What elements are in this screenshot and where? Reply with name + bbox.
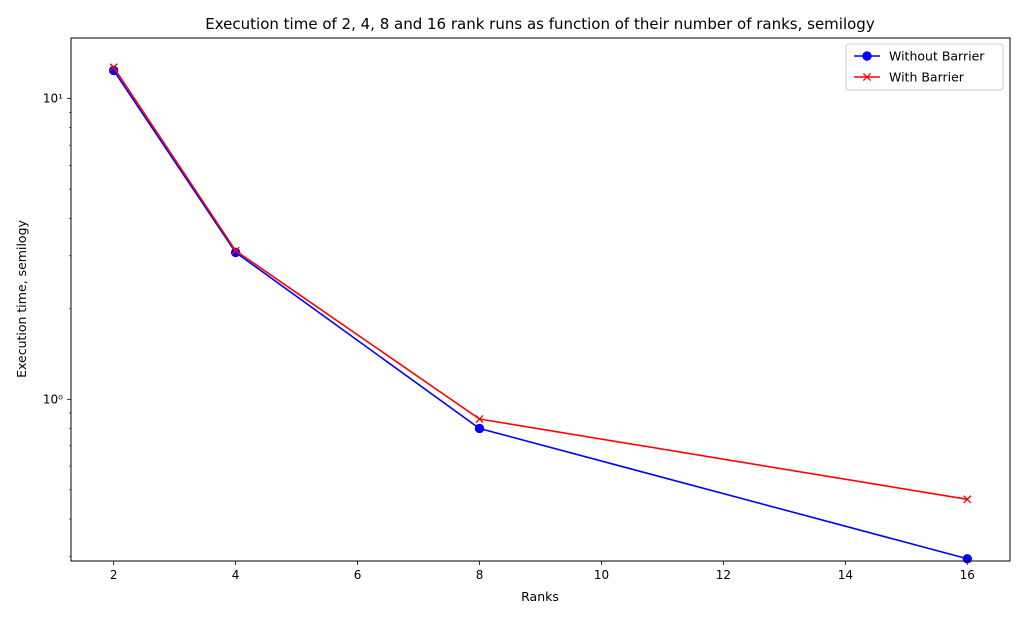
legend-marker xyxy=(862,72,872,82)
x-marker-stroke xyxy=(475,414,484,424)
y-axis-ticks: 10⁰ 10¹ xyxy=(43,92,71,557)
x-tick-label: 14 xyxy=(838,568,853,582)
x-axis-ticks: 2 4 6 8 10 12 14 16 xyxy=(110,561,975,582)
legend-item: Without Barrier xyxy=(854,49,985,64)
x-tick-label: 2 xyxy=(110,568,118,582)
x-tick-label: 4 xyxy=(232,568,240,582)
plot-area xyxy=(71,38,1010,561)
series-line xyxy=(113,70,968,560)
series-layer xyxy=(108,63,973,564)
data-point xyxy=(108,65,119,76)
legend-item: With Barrier xyxy=(854,70,965,85)
data-point xyxy=(962,554,973,564)
x-marker-stroke xyxy=(862,72,872,82)
x-marker-stroke xyxy=(963,495,972,504)
data-point xyxy=(230,247,241,258)
series-line xyxy=(113,66,968,501)
y-tick-label: 10⁰ xyxy=(43,392,63,406)
y-axis-label: Execution time, semilogy xyxy=(14,219,29,377)
x-tick-label: 6 xyxy=(354,568,362,582)
legend-marker xyxy=(862,51,872,61)
x-tick-label: 10 xyxy=(594,568,609,582)
x-marker-stroke xyxy=(231,246,240,255)
x-axis-label: Ranks xyxy=(521,589,559,604)
legend: Without Barrier With Barrier xyxy=(845,43,1004,91)
x-tick-label: 8 xyxy=(476,568,484,582)
data-point xyxy=(231,246,240,255)
legend-label: With Barrier xyxy=(889,70,965,85)
data-point xyxy=(474,423,485,434)
legend-frame xyxy=(845,43,1004,91)
plot-frame xyxy=(70,37,1011,562)
y-tick-label: 10¹ xyxy=(43,92,63,106)
x-marker-stroke xyxy=(109,63,118,72)
data-point xyxy=(963,495,972,504)
legend-label: Without Barrier xyxy=(889,49,985,64)
data-point xyxy=(109,63,118,72)
series-1 xyxy=(108,65,973,564)
x-tick-label: 16 xyxy=(960,568,975,582)
chart-title: Execution time of 2, 4, 8 and 16 rank ru… xyxy=(205,15,875,33)
data-point xyxy=(475,414,484,424)
series-2 xyxy=(109,63,972,504)
x-tick-label: 12 xyxy=(716,568,731,582)
